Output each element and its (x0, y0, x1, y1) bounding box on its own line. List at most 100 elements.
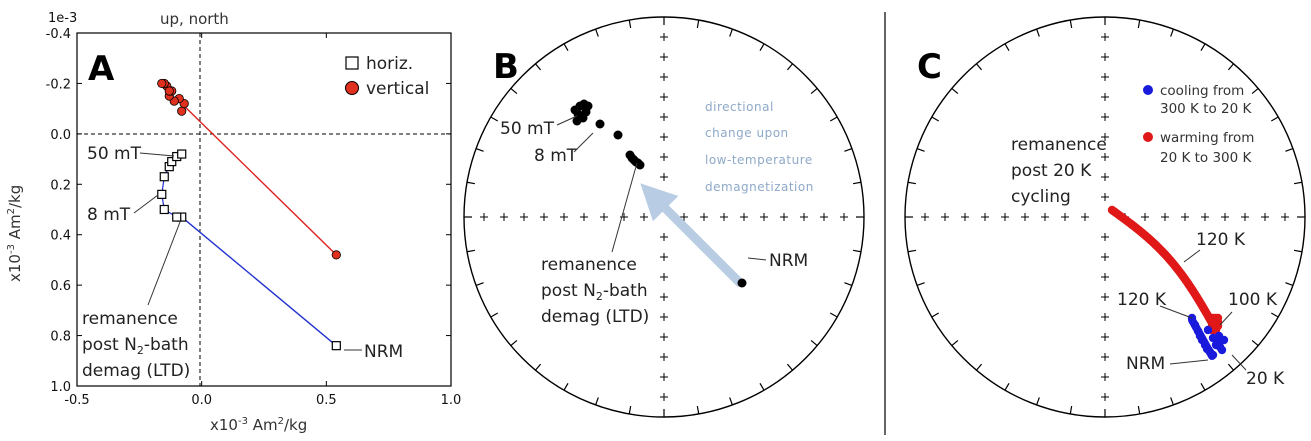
rim-tick (563, 43, 569, 52)
rim-tick (696, 405, 700, 415)
rim-tick (852, 181, 862, 185)
rim-tick (1170, 28, 1174, 37)
panel-b-points (570, 99, 747, 288)
annot-post-n2: post N2-bath (82, 335, 189, 357)
xlabel-part3: /kg (284, 416, 307, 434)
b-blue-line1: directional (705, 100, 774, 114)
rim-tick (490, 312, 499, 318)
rim-tick (534, 63, 542, 71)
panel-c-legend: cooling from 300 K to 20 K warming from … (1143, 83, 1254, 166)
b-annot-nrm-leader (747, 257, 767, 261)
rim-tick (510, 339, 518, 347)
c-legend-cooling-dot (1143, 85, 1153, 95)
rim-tick (759, 382, 765, 391)
panel-a-points (157, 78, 341, 351)
y-tick-label: 0.2 (50, 178, 71, 193)
rim-tick (1137, 405, 1141, 415)
horiz-point (167, 156, 177, 167)
horiz-point (157, 189, 167, 199)
xlabel-part2: Am (248, 416, 278, 434)
annot-50mt-leader (139, 152, 175, 157)
panel-a-top-label: up, north (160, 10, 229, 28)
panel-a-ticks: -0.5 0.0 0.5 1.0 -0.4 -0.2 0.0 0.2 0.4 0.6 0.8 1.0 (46, 27, 462, 408)
c-annot-120k-red: 120 K (1196, 230, 1246, 250)
y-tick-label: 1.0 (50, 380, 71, 395)
panel-a-fit-lines (181, 103, 337, 347)
rim-tick (916, 282, 925, 286)
c-legend-cooling-line1: cooling from (1160, 83, 1244, 99)
x-tick-label: 0.5 (316, 393, 337, 408)
c-annot-100k-leader (1219, 311, 1233, 326)
rim-tick (466, 181, 476, 185)
rim-tick (1270, 116, 1279, 122)
ylabel-sup1: -3 (6, 244, 17, 254)
panel-a-zijderveld: -0.5 0.0 0.5 1.0-0.4-0.20.00.20.40.60.81.0 … (6, 10, 461, 434)
rim-tick (852, 249, 862, 253)
rim-tick (1036, 397, 1040, 406)
rim-tick (759, 43, 765, 52)
c-cooling-point (1211, 340, 1221, 350)
vertical-point (177, 106, 187, 116)
rim-tick (595, 28, 599, 37)
post-n2-sub: 2 (137, 344, 144, 357)
c-annot-cycling: cycling (1011, 187, 1071, 207)
annot-8mt-leader (133, 194, 159, 214)
rim-tick (1036, 28, 1040, 37)
panel-c-letter: C (917, 47, 942, 87)
panel-b-letter: B (493, 47, 519, 87)
c-legend-cooling-line2: 300 K to 20 K (1160, 101, 1253, 117)
rim-tick (1004, 43, 1010, 52)
rim-tick (1285, 282, 1294, 286)
rim-tick (786, 63, 794, 71)
c-warming-point (1209, 325, 1219, 335)
rim-tick (786, 363, 794, 371)
b-post-n2-part2: -bath (603, 281, 648, 301)
horiz-point (331, 341, 341, 351)
rim-tick (951, 339, 959, 347)
annot-demag-ltd: demag (LTD) (82, 361, 190, 381)
xlabel-sup2: 2 (278, 416, 284, 427)
rim-tick (1004, 382, 1010, 391)
rim-tick (490, 116, 499, 122)
rim-tick (1270, 312, 1279, 318)
post-n2-part2: -bath (144, 335, 189, 355)
b-blue-line2: change upon (705, 126, 789, 140)
rim-tick (1069, 405, 1073, 415)
rim-tick (510, 87, 518, 95)
b-blue-line3: low-temperature (705, 153, 813, 167)
panel-b-grid-crosses (480, 33, 848, 401)
panel-a-frame (76, 32, 452, 387)
rim-tick (466, 249, 476, 253)
rim-tick (1251, 87, 1259, 95)
annot-remanence-leader (147, 221, 181, 306)
rim-tick (975, 63, 983, 71)
panel-a-legend: horiz. vertical (345, 54, 429, 99)
xlabel-sup1: -3 (238, 416, 248, 427)
b-data-point (635, 160, 645, 170)
rim-tick (931, 312, 940, 318)
rim-tick (475, 282, 484, 286)
annot-50mt: 50 mT (87, 144, 142, 164)
c-cooling-point (1203, 325, 1213, 335)
xlabel-part1: x10 (210, 416, 238, 434)
panel-b-annotations: 50 mT 8 mT NRM remanence post N2-bath de… (500, 100, 813, 327)
rim-tick (534, 363, 542, 371)
horiz-point (177, 149, 187, 159)
panel-c-rim-ticks (905, 17, 1305, 417)
b-post-n2-part1: post N (541, 281, 596, 301)
x-tick-label: 1.0 (441, 393, 462, 408)
panel-a-annotations: 50 mT 8 mT NRM remanence post N2-bath de… (82, 144, 403, 381)
annot-nrm: NRM (364, 342, 403, 362)
panel-b-direction-arrow (640, 183, 745, 288)
c-annot-100k: 100 K (1228, 290, 1278, 310)
rim-tick (696, 19, 700, 29)
rim-tick (1227, 363, 1235, 371)
rim-tick (1200, 43, 1206, 52)
vertical-point (164, 86, 174, 96)
b-post-n2-sub: 2 (596, 290, 603, 303)
legend-circle-icon (345, 81, 359, 95)
annot-remanence: remanence (82, 309, 178, 329)
panel-b-stereonet: B 50 mT 8 mT NRM remanence post N2-bath … (463, 16, 865, 418)
c-legend-warming-line2: 20 K to 300 K (1160, 150, 1253, 166)
rim-tick (951, 87, 959, 95)
